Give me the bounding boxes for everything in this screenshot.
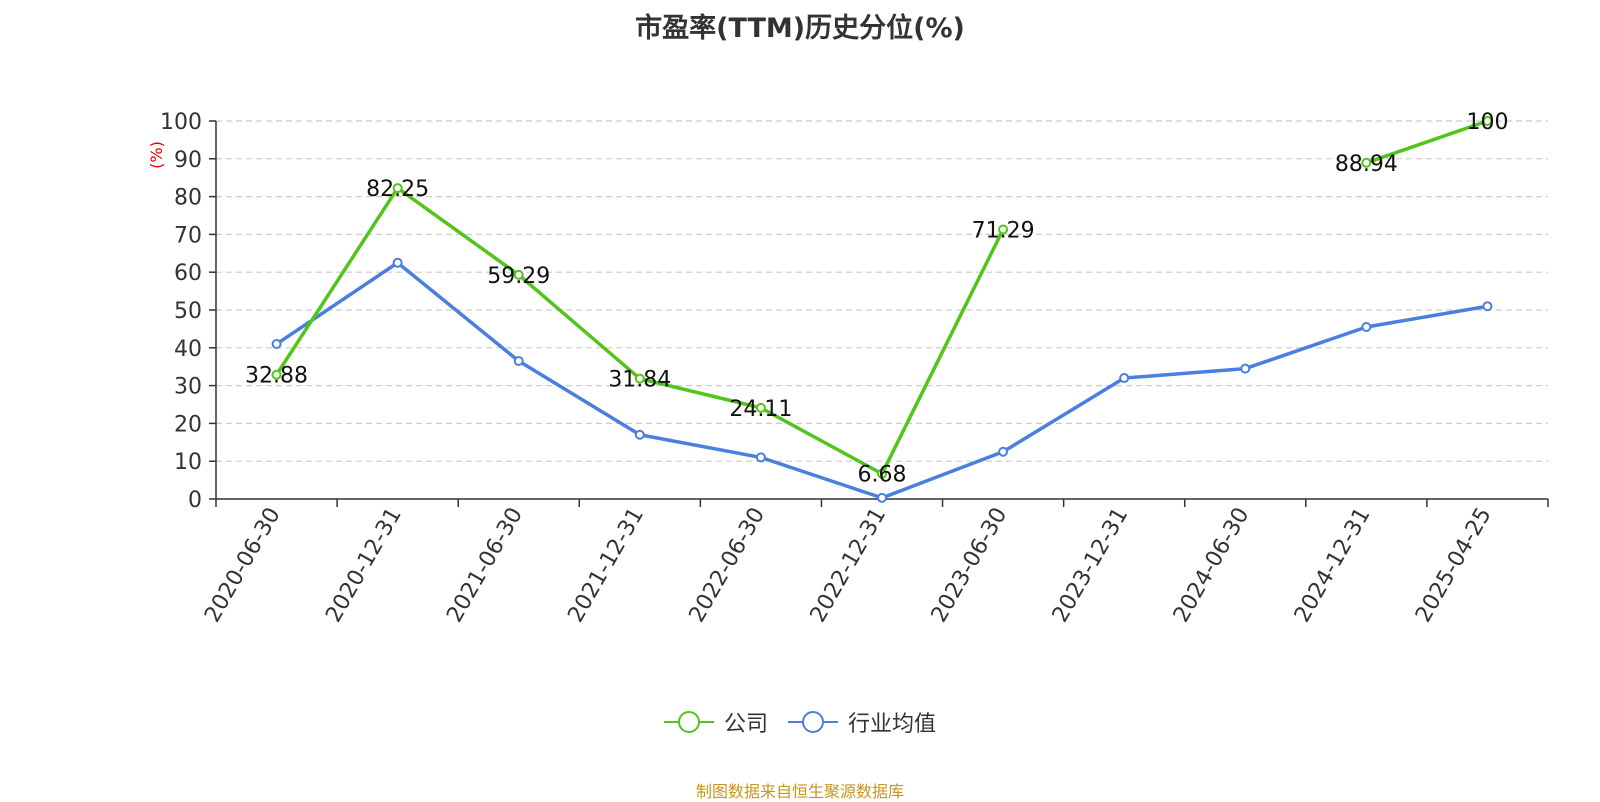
data-point-0 — [1361, 157, 1372, 168]
legend: 公司 行业均值 — [0, 706, 1600, 738]
data-point-0 — [392, 183, 403, 194]
data-label: 31.84 — [608, 368, 671, 393]
data-label: 100 — [1466, 110, 1508, 135]
data-point-1 — [1119, 373, 1130, 384]
x-tick-label: 2023-06-30 — [927, 503, 1013, 626]
data-point-1 — [998, 446, 1009, 457]
data-point-0 — [1482, 116, 1493, 126]
x-tick-label: 2021-12-31 — [563, 504, 649, 627]
y-tick-label: 10 — [174, 450, 202, 475]
x-tick-label: 2023-12-31 — [1048, 504, 1134, 627]
y-tick-label: 0 — [188, 488, 202, 513]
data-point-0 — [998, 224, 1009, 235]
legend-marker-industry — [788, 711, 838, 733]
y-tick-label: 20 — [174, 412, 202, 437]
data-point-1 — [1361, 322, 1372, 333]
series-line-0 — [275, 119, 1489, 476]
chart-title: 市盈率(TTM)历史分位(%) — [635, 13, 965, 44]
data-point-1 — [271, 339, 282, 350]
legend-label-company: 公司 — [723, 712, 768, 737]
data-point-1 — [392, 257, 403, 268]
data-label: 24.11 — [729, 397, 792, 422]
y-tick-label: 100 — [160, 110, 202, 135]
y-tick-label: 60 — [174, 261, 202, 286]
x-tick-label: 2024-12-31 — [1290, 504, 1376, 627]
data-source-note: 制图数据来自恒生聚源数据库 — [695, 782, 904, 801]
y-tick-label: 70 — [174, 223, 202, 248]
y-tick-label: 30 — [174, 375, 202, 400]
x-tick-label: 2022-12-31 — [806, 504, 892, 627]
data-label: 88.94 — [1335, 152, 1398, 177]
data-point-1 — [755, 452, 766, 463]
data-label: 6.68 — [858, 463, 907, 488]
data-point-1 — [877, 492, 887, 503]
y-axis-label: (%) — [147, 141, 166, 169]
x-tick-label: 2020-12-31 — [321, 504, 407, 627]
legend-item-industry[interactable]: 行业均值 — [788, 706, 936, 738]
data-label: 82.25 — [366, 177, 429, 202]
y-tick-label: 80 — [174, 186, 202, 211]
data-point-0 — [513, 269, 524, 280]
data-point-1 — [513, 356, 524, 367]
x-tick-label: 2025-04-25 — [1411, 504, 1497, 627]
y-tick-label: 90 — [174, 148, 202, 173]
legend-item-company[interactable]: 公司 — [663, 706, 768, 738]
data-point-1 — [634, 429, 645, 440]
data-point-0 — [271, 369, 282, 380]
data-label: 71.29 — [972, 219, 1035, 244]
data-point-0 — [877, 468, 887, 479]
y-tick-label: 40 — [174, 337, 202, 362]
legend-label-industry: 行业均值 — [848, 712, 937, 737]
data-point-0 — [755, 402, 766, 413]
y-tick-label: 50 — [174, 299, 202, 324]
line-chart: 0 10 20 30 40 50 60 70 80 90 100 (%) 2020-06-30 2020-… — [147, 110, 1549, 627]
data-point-1 — [1482, 301, 1493, 312]
x-tick-label: 2021-06-30 — [442, 504, 528, 627]
legend-marker-company — [663, 711, 714, 733]
x-tick-label: 2024-06-30 — [1169, 504, 1255, 627]
data-label: 32.88 — [245, 364, 308, 389]
data-point-0 — [634, 373, 645, 384]
x-tick-label: 2020-06-30 — [200, 504, 286, 627]
data-point-1 — [1240, 363, 1251, 374]
data-label: 59.29 — [487, 264, 550, 289]
x-tick-label: 2022-06-30 — [685, 504, 771, 627]
